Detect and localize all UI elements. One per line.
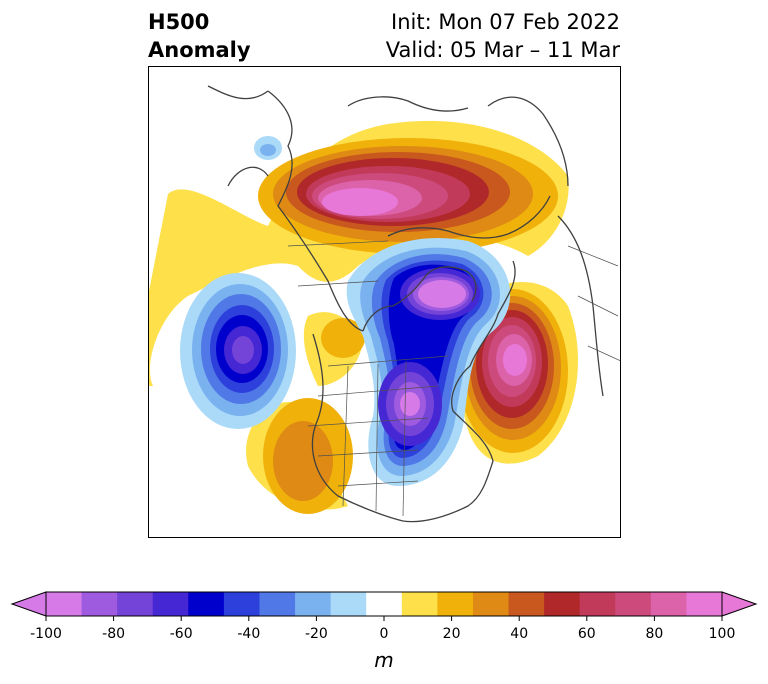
colorbar-swatch <box>330 592 367 616</box>
colorbar-tick-label: 60 <box>578 626 596 642</box>
valid-label: Valid: 05 Mar – 11 Mar <box>385 38 620 62</box>
title-left: H500 Anomaly <box>148 8 251 64</box>
anomaly-map <box>148 66 621 538</box>
colorbar-tick-label: -100 <box>30 626 62 642</box>
colorbar-tick-label: -80 <box>102 626 125 642</box>
colorbar-swatch <box>259 592 296 616</box>
colorbar-tick-label: 0 <box>380 626 389 642</box>
colorbar-tick-label: -20 <box>305 626 328 642</box>
trough-hudson-90 <box>418 280 466 308</box>
colorbar-unit-label: m <box>374 648 393 672</box>
colorbar-swatches <box>10 591 758 617</box>
colorbar-tick-label: 40 <box>510 626 528 642</box>
colorbar-swatch <box>401 592 438 616</box>
colorbar-tick-label: 100 <box>709 626 736 642</box>
colorbar-swatch <box>366 592 403 616</box>
colorbar-swatch <box>223 592 260 616</box>
colorbar-swatch <box>437 592 474 616</box>
ridge-west-north-20 <box>321 318 365 358</box>
colorbar-tick-label: 80 <box>645 626 663 642</box>
colorbar-swatch <box>579 592 616 616</box>
colorbar-extend-min <box>10 591 47 617</box>
trough-east-90 <box>400 392 420 416</box>
colorbar-swatch <box>188 592 225 616</box>
colorbar-swatch <box>544 592 581 616</box>
ridge-atlantic-90 <box>503 344 527 376</box>
title-right: Init: Mon 07 Feb 2022 Valid: 05 Mar – 11… <box>386 8 620 64</box>
state-borders <box>287 240 621 517</box>
colorbar-swatch <box>152 592 189 616</box>
colorbar-swatch <box>686 592 723 616</box>
trough-bering-20 <box>260 144 276 156</box>
ridge-west-30 <box>273 421 333 501</box>
colorbar-ticks: -100 -80 -60 -40 -20 0 20 40 60 80 100 <box>30 616 735 642</box>
title-type: Anomaly <box>148 38 251 62</box>
colorbar-swatch <box>295 592 332 616</box>
colorbar-swatch <box>46 592 83 616</box>
colorbar-swatch <box>650 592 687 616</box>
colorbar: -100 -80 -60 -40 -20 0 20 40 60 80 100 m <box>10 591 758 672</box>
title-variable: H500 <box>148 10 210 34</box>
coastlines <box>207 85 604 523</box>
colorbar-swatch <box>615 592 652 616</box>
colorbar-swatch <box>472 592 510 616</box>
ridge-arctic-90 <box>322 188 398 216</box>
colorbar-tick-label: 20 <box>443 626 461 642</box>
colorbar-tick-label: -60 <box>170 626 193 642</box>
trough-goa-70 <box>232 336 254 364</box>
colorbar-swatch <box>81 592 118 616</box>
colorbar-extend-max <box>721 591 758 617</box>
colorbar-swatch <box>117 592 154 616</box>
colorbar-tick-label: -40 <box>237 626 260 642</box>
init-label: Init: Mon 07 Feb 2022 <box>391 10 620 34</box>
colorbar-swatch <box>508 592 545 616</box>
